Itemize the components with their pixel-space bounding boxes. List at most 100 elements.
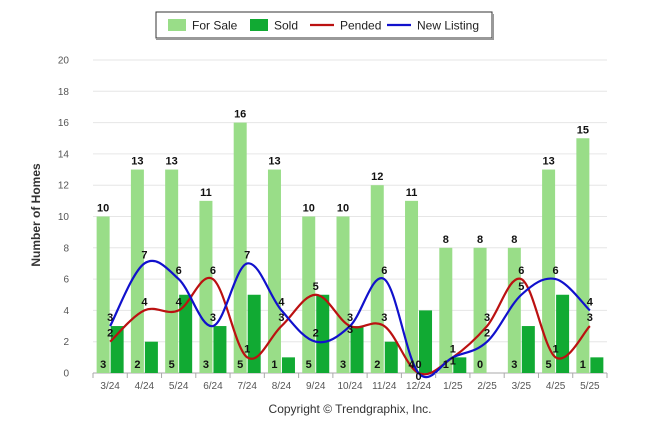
sold-bar	[350, 326, 364, 373]
y-tick-label: 18	[58, 87, 70, 98]
legend: For Sale Sold Pended New Listing	[155, 11, 494, 40]
x-tick-label: 3/24	[100, 381, 120, 392]
x-tick-label: 1/25	[443, 381, 463, 392]
sold-bar	[556, 294, 570, 373]
x-tick-label: 2/25	[477, 381, 497, 392]
x-tick-label: 11/24	[372, 381, 397, 392]
new-listing-data-label: 7	[141, 249, 147, 261]
sold-data-label: 3	[203, 359, 209, 371]
new-listing-data-label: 4	[278, 296, 285, 308]
legend-shadow	[492, 14, 494, 40]
sold-bar	[179, 294, 193, 373]
new-listing-data-label: 2	[484, 328, 490, 340]
copyright-credit: Copyright © Trendgraphix, Inc.	[269, 402, 432, 416]
y-tick-label: 16	[58, 118, 70, 129]
sold-data-label: 3	[100, 359, 106, 371]
new-listing-data-label: 6	[553, 265, 559, 277]
sold-bar	[419, 310, 433, 373]
for-sale-data-label: 10	[303, 203, 315, 215]
sold-data-label: 1	[443, 359, 449, 371]
x-tick-label: 5/25	[580, 381, 600, 392]
new-listing-data-label: 2	[313, 328, 319, 340]
for-sale-data-label: 13	[542, 156, 554, 168]
sold-data-label: 1	[271, 359, 277, 371]
for-sale-data-label: 11	[406, 187, 418, 199]
pended-data-label: 3	[381, 312, 387, 324]
x-tick-label: 9/24	[306, 381, 326, 392]
pended-data-label: 3	[587, 312, 593, 324]
new-listing-data-label: 7	[244, 249, 250, 261]
for-sale-data-label: 8	[511, 234, 517, 246]
x-tick-label: 5/24	[169, 381, 189, 392]
sold-bar	[247, 294, 261, 373]
sold-bar	[281, 357, 295, 373]
x-tick-label: 7/24	[237, 381, 257, 392]
pended-data-label: 5	[313, 281, 319, 293]
sold-data-label: 5	[546, 359, 552, 371]
sold-data-label: 5	[169, 359, 175, 371]
pended-data-label: 1	[553, 343, 559, 355]
y-tick-label: 8	[63, 243, 69, 254]
for-sale-data-label: 13	[166, 156, 178, 168]
sold-data-label: 2	[134, 359, 140, 371]
pended-data-label: 2	[107, 328, 113, 340]
for-sale-data-label: 10	[97, 203, 109, 215]
x-tick-label: 8/24	[272, 381, 292, 392]
sold-data-label: 1	[580, 359, 586, 371]
sold-data-label: 3	[340, 359, 346, 371]
new-listing-data-label: 6	[176, 265, 182, 277]
x-tick-label: 12/24	[406, 381, 431, 392]
sold-legend-swatch	[250, 19, 268, 31]
sold-bar	[453, 357, 467, 373]
x-tick-label: 6/24	[203, 381, 223, 392]
for-sale-data-label: 8	[443, 234, 449, 246]
new-listing-data-label: 4	[587, 296, 594, 308]
pended-data-label: 0	[415, 359, 421, 371]
for-sale-data-label: 10	[337, 203, 349, 215]
for-sale-bar	[473, 247, 487, 373]
y-tick-label: 6	[63, 275, 69, 286]
new-listing-data-label: 3	[347, 324, 353, 336]
y-tick-label: 2	[63, 337, 69, 348]
new-listing-data-label: 1	[450, 355, 456, 367]
sold-bar	[213, 326, 227, 373]
sold-bar	[590, 357, 604, 373]
for-sale-bar	[233, 122, 247, 373]
y-tick-label: 12	[58, 181, 70, 192]
for-sale-data-label: 13	[268, 156, 280, 168]
y-tick-label: 10	[58, 212, 70, 223]
pended-data-label: 3	[347, 312, 353, 324]
pended-data-label: 4	[176, 296, 183, 308]
pended-data-label: 6	[518, 265, 524, 277]
for-sale-data-label: 12	[371, 171, 383, 183]
sold-bar	[316, 294, 330, 373]
pended-data-label: 3	[484, 312, 490, 324]
new-listing-data-label: 6	[381, 265, 387, 277]
for-sale-bar	[439, 247, 453, 373]
new-listing-line	[109, 259, 591, 379]
y-axis-title: Number of Homes	[29, 163, 43, 267]
pended-data-label: 3	[278, 312, 284, 324]
x-tick-label: 4/25	[546, 381, 566, 392]
x-tick-label: 10/24	[337, 381, 362, 392]
for-sale-data-label: 8	[477, 234, 483, 246]
pended-data-label: 1	[244, 343, 250, 355]
for-sale-data-label: 15	[577, 124, 589, 136]
pended-data-label: 6	[210, 265, 216, 277]
new-listing-data-label: 3	[210, 312, 216, 324]
for-sale-legend-swatch	[168, 19, 186, 31]
new-listing-data-label: 0	[415, 371, 421, 383]
sold-data-label: 4	[408, 359, 415, 371]
sold-data-label: 5	[306, 359, 312, 371]
new-listing-data-label: 3	[107, 312, 113, 324]
new-listing-legend-label: New Listing	[417, 19, 479, 33]
legend-shadow	[156, 38, 492, 40]
pended-data-label: 4	[141, 296, 148, 308]
for-sale-data-label: 11	[200, 187, 212, 199]
sold-legend-label: Sold	[274, 19, 298, 33]
sold-data-label: 2	[374, 359, 380, 371]
